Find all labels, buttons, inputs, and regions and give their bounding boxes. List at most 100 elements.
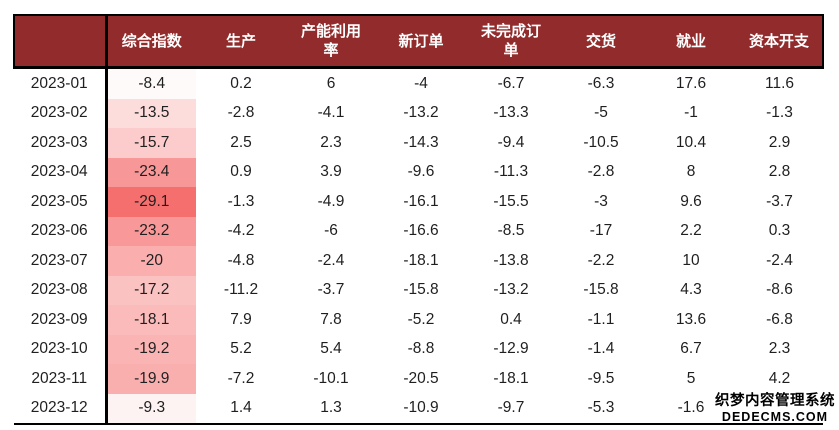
value-cell: -8.5: [497, 222, 525, 240]
column-header: 综合指数: [106, 14, 196, 69]
value-cell: -1.3: [227, 192, 255, 210]
value-cell: 6: [326, 74, 336, 92]
value-cell: 2.3: [768, 340, 791, 358]
header-row: 综合指数 生产 产能利用率 新订单 未完成订单 交货 就业 资本开支: [13, 14, 824, 69]
column-header: 产能利用率: [286, 14, 376, 69]
row-date: 2023-03: [14, 128, 108, 158]
value-cell: -2.4: [766, 251, 793, 269]
composite-index-cell: -9.3: [106, 393, 196, 425]
value-cell: -6: [324, 222, 338, 240]
value-cell: -8.8: [407, 340, 435, 358]
value-cell: -2.2: [587, 251, 615, 269]
value-cell: 7.9: [230, 310, 252, 328]
value-cell: 6.7: [680, 340, 702, 358]
value-cell: -13.8: [493, 251, 529, 269]
composite-index-cell: -23.4: [106, 157, 196, 187]
value-cell: -6.7: [497, 74, 525, 92]
row-date: 2023-04: [14, 157, 108, 187]
watermark-line-1: 织梦内容管理系统: [715, 392, 835, 409]
column-header: 未完成订单: [466, 14, 556, 69]
value-cell: -1.1: [587, 310, 615, 328]
row-date: 2023-02: [14, 98, 108, 128]
value-cell: 2.8: [768, 163, 791, 181]
composite-index-cell: -19.2: [106, 334, 196, 364]
composite-index-cell: -17.2: [106, 275, 196, 305]
value-cell: -1: [684, 104, 698, 122]
value-cell: -9.7: [466, 393, 556, 425]
value-cell: -1.4: [587, 340, 615, 358]
value-cell: 5.4: [320, 340, 342, 358]
column-header: 新订单: [376, 14, 466, 69]
value-cell: 7.8: [320, 310, 342, 328]
value-cell: 10.4: [675, 133, 707, 151]
value-cell: -18.1: [403, 251, 439, 269]
table-row: 2023-07 -20 -4.8 -2.4 -18.1 -13.8 -2.2 10 -2.4: [14, 246, 823, 276]
value-cell: 17.6: [675, 74, 707, 92]
composite-index-cell: -8.4: [106, 67, 196, 99]
value-cell: -5: [594, 104, 608, 122]
table-row: 2023-05 -29.1 -1.3 -4.9 -16.1 -15.5 -3 9.6 -3.7: [14, 187, 823, 217]
composite-index-cell: -15.7: [106, 128, 196, 158]
value-cell: -4.1: [317, 104, 345, 122]
value-cell: -3: [594, 192, 608, 210]
value-cell: -9.6: [407, 163, 435, 181]
value-cell: 5: [686, 369, 696, 387]
table-row: 2023-03 -15.7 2.5 2.3 -14.3 -9.4 -10.5 10.4 2.9: [14, 128, 823, 158]
row-date: 2023-06: [14, 216, 108, 246]
value-cell: -13.3: [493, 104, 529, 122]
value-cell: 4.2: [768, 369, 791, 387]
value-cell: -6.8: [766, 310, 793, 328]
value-cell: -5.2: [407, 310, 435, 328]
table-row: 2023-01 -8.4 0.2 6 -4 -6.7 -6.3 17.6 11.6: [14, 67, 823, 99]
value-cell: -11.3: [493, 163, 529, 181]
value-cell: 4.3: [680, 281, 702, 299]
value-cell: -14.3: [403, 133, 439, 151]
composite-index-cell: -19.9: [106, 364, 196, 394]
value-cell: -11.2: [223, 281, 259, 299]
value-cell: -20.5: [403, 369, 439, 387]
value-cell: -12.9: [493, 340, 529, 358]
value-cell: [736, 393, 823, 425]
value-cell: -4.9: [317, 192, 345, 210]
table-row: 2023-02 -13.5 -2.8 -4.1 -13.2 -13.3 -5 -1 -1.3: [14, 98, 823, 128]
value-cell: 0.9: [230, 163, 252, 181]
row-date: 2023-09: [14, 305, 108, 335]
value-cell: 2.5: [230, 133, 252, 151]
composite-index-cell: -29.1: [106, 187, 196, 217]
value-cell: -7.2: [227, 369, 255, 387]
value-cell: 3.9: [320, 163, 342, 181]
value-cell: -10.9: [376, 393, 466, 425]
value-cell: -1.3: [766, 104, 793, 122]
value-cell: 8: [686, 163, 696, 181]
value-cell: 0.3: [768, 222, 791, 240]
value-cell: -8.6: [766, 281, 793, 299]
value-cell: -10.5: [583, 133, 619, 151]
value-cell: -13.2: [493, 281, 529, 299]
value-cell: 11.6: [764, 74, 795, 92]
column-header: 就业: [646, 14, 736, 69]
corner-cell: [13, 14, 108, 69]
table-row: 2023-09 -18.1 7.9 7.8 -5.2 0.4 -1.1 13.6 -6.8: [14, 305, 823, 335]
row-date: 2023-07: [14, 246, 108, 276]
table-body: 2023-01 -8.4 0.2 6 -4 -6.7 -6.3 17.6 11.6 2023-02…: [14, 67, 823, 425]
value-cell: -16.1: [403, 192, 439, 210]
value-cell: -15.8: [403, 281, 439, 299]
table-header: 综合指数 生产 产能利用率 新订单 未完成订单 交货 就业 资本开支: [13, 14, 824, 69]
table-row: 2023-11 -19.9 -7.2 -10.1 -20.5 -18.1 -9.5 5 4.2: [14, 364, 823, 394]
value-cell: -2.8: [587, 163, 615, 181]
table-row: 2023-06 -23.2 -4.2 -6 -16.6 -8.5 -17 2.2 0.3: [14, 216, 823, 246]
value-cell: -4.2: [227, 222, 255, 240]
value-cell: 10: [682, 251, 700, 269]
row-date: 2023-08: [14, 275, 108, 305]
value-cell: -18.1: [493, 369, 529, 387]
value-cell: -3.7: [766, 192, 793, 210]
row-date: 2023-05: [14, 187, 108, 217]
row-date: 2023-01: [14, 67, 108, 99]
value-cell: -2.4: [317, 251, 345, 269]
value-cell: 0.4: [500, 310, 522, 328]
value-cell: 2.9: [768, 133, 791, 151]
value-cell: -2.8: [227, 104, 255, 122]
value-cell: 1.3: [286, 393, 376, 425]
value-cell: -15.8: [583, 281, 619, 299]
